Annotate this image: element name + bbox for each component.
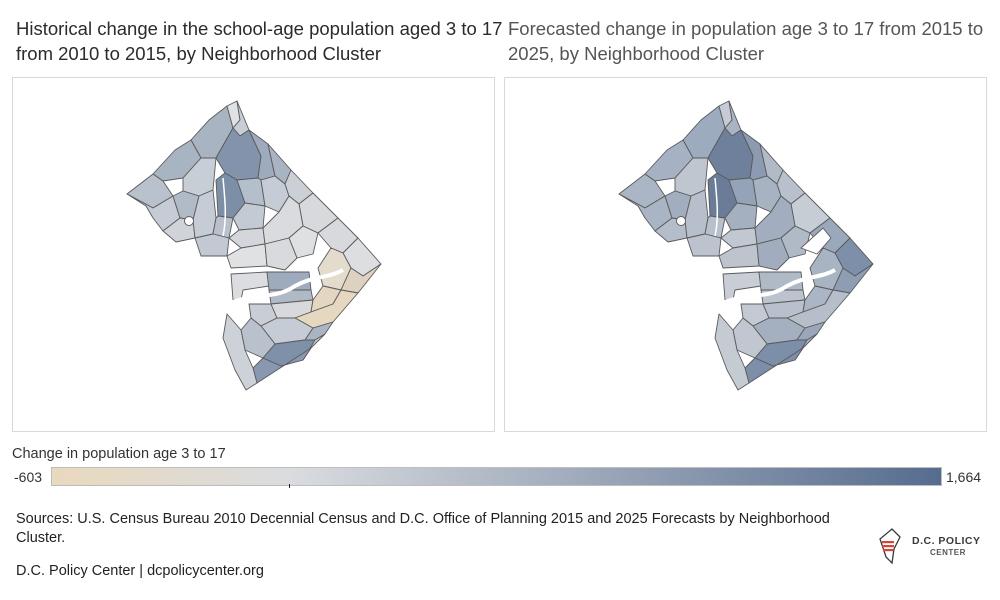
legend-zero-tick bbox=[289, 484, 290, 488]
legend-min-label: -603 bbox=[14, 469, 43, 485]
historical-change-map bbox=[12, 77, 495, 432]
dc-policy-center-logo: D.C. POLICY CENTER bbox=[876, 527, 986, 567]
cluster-downtown-1 bbox=[226, 243, 268, 269]
cluster-south-tip bbox=[714, 313, 750, 391]
logo-wordmark-line2: CENTER bbox=[930, 548, 966, 557]
forecast-change-map bbox=[504, 77, 987, 432]
left-map-title: Historical change in the school-age popu… bbox=[16, 18, 503, 64]
cluster-se-north-2 bbox=[340, 263, 382, 294]
anacostia-river bbox=[720, 268, 836, 306]
cluster-central-1 bbox=[724, 202, 758, 231]
cluster-downtown-2 bbox=[756, 237, 790, 271]
cluster-west-ward-2 bbox=[194, 233, 230, 257]
legend-color-ramp bbox=[51, 467, 942, 486]
legend-title: Change in population age 3 to 17 bbox=[12, 446, 226, 462]
credit-line: D.C. Policy Center | dcpolicycenter.org bbox=[16, 563, 264, 579]
rock-creek bbox=[222, 177, 227, 237]
right-map-title: Forecasted change in population age 3 to… bbox=[508, 18, 984, 64]
cluster-central-1 bbox=[232, 202, 266, 231]
logo-wordmark-line1: D.C. POLICY bbox=[912, 535, 981, 547]
forecast-map-svg bbox=[618, 100, 874, 391]
cluster-se-north-2 bbox=[832, 263, 874, 294]
legend-max-label: 1,664 bbox=[946, 469, 982, 485]
rock-creek bbox=[714, 177, 719, 237]
cluster-west-ward-2 bbox=[686, 233, 722, 257]
reservoir-hole bbox=[184, 216, 194, 226]
anacostia-river bbox=[228, 268, 344, 306]
sources-note: Sources: U.S. Census Bureau 2010 Decenni… bbox=[16, 511, 830, 546]
reservoir-hole bbox=[676, 216, 686, 226]
cluster-downtown-1 bbox=[718, 243, 760, 269]
historical-map-svg bbox=[126, 100, 382, 391]
no-data-gap bbox=[800, 227, 832, 255]
cluster-downtown-2 bbox=[264, 237, 298, 271]
cluster-south-tip bbox=[222, 313, 258, 391]
dc-map-flag-icon bbox=[879, 528, 901, 565]
